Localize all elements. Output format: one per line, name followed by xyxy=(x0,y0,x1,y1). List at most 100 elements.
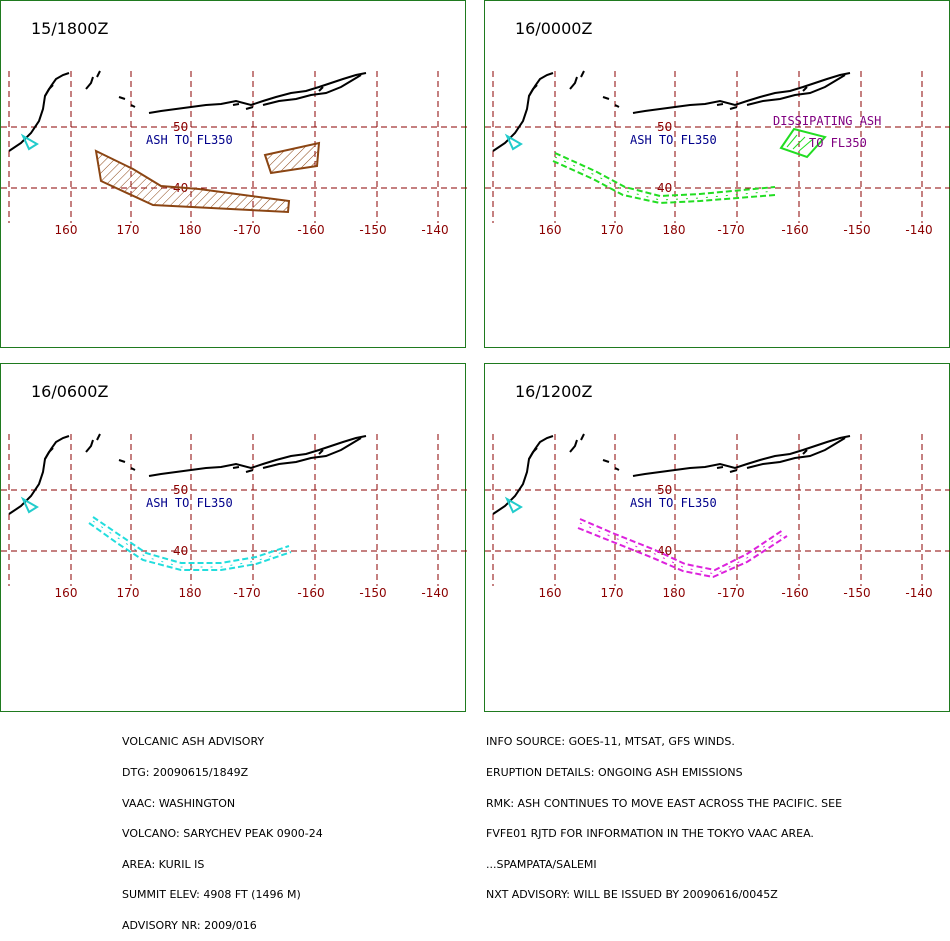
coastline xyxy=(96,70,324,110)
map-panel-3: 50 40 160 170 180 -170 -160 -150 -140 ASH TO FL35… xyxy=(0,363,467,712)
coastline xyxy=(85,76,94,90)
longitude-label: 160 xyxy=(539,223,562,237)
longitude-label: 160 xyxy=(539,586,562,600)
dissipating-ash-area xyxy=(779,127,827,159)
map-panel-4: 50 40 160 170 180 -170 -160 -150 -140 ASH TO FL35… xyxy=(484,363,950,712)
triangle-icon xyxy=(20,496,39,514)
coastline xyxy=(580,433,808,473)
latitude-label-50: 50 xyxy=(657,483,672,497)
longitude-label: -170 xyxy=(717,586,744,600)
ash-area-edge xyxy=(88,522,292,571)
ash-area xyxy=(94,149,291,214)
advisory-line: DTG: 20090615/1849Z xyxy=(122,766,249,779)
longitude-label: -150 xyxy=(359,586,386,600)
longitude-label: -140 xyxy=(905,223,932,237)
panel-time-label: 16/0000Z xyxy=(515,19,593,38)
latitude-label-40: 40 xyxy=(173,544,188,558)
ash-area-hatch xyxy=(92,520,290,568)
advisory-line: AREA: KURIL IS xyxy=(122,857,205,871)
longitude-label: 170 xyxy=(601,586,624,600)
map-canvas-4: 50 40 160 170 180 -170 -160 -150 -140 ASH TO FL35… xyxy=(485,433,950,600)
dissipating-ash-label: DISSIPATING ASH xyxy=(773,114,881,128)
ash-area-edge xyxy=(554,152,776,198)
longitude-label: -140 xyxy=(905,586,932,600)
coastline xyxy=(569,76,578,90)
ash-label: ASH TO FL350 xyxy=(146,496,233,510)
ash-label: ASH TO FL350 xyxy=(146,133,233,147)
latitude-label-40: 40 xyxy=(657,181,672,195)
latitude-label-40: 40 xyxy=(657,544,672,558)
coastline xyxy=(746,74,846,106)
ash-area-edge xyxy=(577,527,788,579)
advisory-line: VOLCANO: SARYCHEV PEAK 0900-24 xyxy=(122,827,323,841)
longitude-label: 180 xyxy=(179,223,202,237)
coastline xyxy=(746,437,846,469)
longitude-label: -150 xyxy=(843,586,870,600)
coastline xyxy=(8,72,70,152)
coastline xyxy=(44,84,54,97)
map-panel-2: 50 40 160 170 180 -170 -160 -150 -140 ASH TO FL35… xyxy=(484,0,950,348)
longitude-label: -170 xyxy=(233,223,260,237)
longitude-label: -140 xyxy=(421,586,448,600)
coastline xyxy=(569,439,578,453)
advisory-line: ...SPAMPATA/SALEMI xyxy=(486,857,597,871)
dissipating-ash-hatch xyxy=(786,134,814,152)
longitude-label: -160 xyxy=(297,586,324,600)
coastline xyxy=(8,435,70,515)
triangle-icon xyxy=(504,496,523,514)
advisory-text-right: INFO SOURCE: GOES-11, MTSAT, GFS WINDS. … xyxy=(486,717,842,911)
panel-time-label: 15/1800Z xyxy=(31,19,109,38)
longitude-label: 180 xyxy=(663,586,686,600)
advisory-line: VOLCANIC ASH ADVISORY xyxy=(122,735,265,749)
advisory-line: FVFE01 RJTD FOR INFORMATION IN THE TOKYO… xyxy=(486,827,814,841)
longitude-label: -170 xyxy=(717,223,744,237)
latitude-label-50: 50 xyxy=(173,483,188,497)
longitude-label: -160 xyxy=(781,586,808,600)
panel-time-label: 16/1200Z xyxy=(515,382,593,401)
ash-area-edge xyxy=(92,516,290,564)
advisory-line: ERUPTION DETAILS: ONGOING ASH EMISSIONS xyxy=(486,766,743,779)
longitude-label: -160 xyxy=(781,223,808,237)
longitude-label: 170 xyxy=(117,223,140,237)
advisory-line: NXT ADVISORY: WILL BE ISSUED BY 20090616… xyxy=(486,888,778,902)
coastline xyxy=(632,435,851,477)
ash-area-edge xyxy=(552,160,776,205)
latitude-label-50: 50 xyxy=(173,120,188,134)
coastline xyxy=(632,72,851,114)
advisory-line: VAAC: WASHINGTON xyxy=(122,796,236,810)
coastline xyxy=(262,74,362,106)
coastline xyxy=(580,70,808,110)
advisory-line: ADVISORY NR: 2009/016 xyxy=(122,918,257,932)
ash-area xyxy=(263,141,321,175)
advisory-line: SUMMIT ELEV: 4908 FT (1496 M) xyxy=(122,888,301,902)
coastline xyxy=(96,433,324,473)
map-canvas-2: 50 40 160 170 180 -170 -160 -150 -140 ASH TO FL35… xyxy=(485,70,950,237)
latitude-label-50: 50 xyxy=(657,120,672,134)
ash-area-hatch xyxy=(579,522,784,575)
ash-label: ASH TO FL350 xyxy=(630,133,717,147)
longitude-label: 160 xyxy=(55,223,78,237)
advisory-line: INFO SOURCE: GOES-11, MTSAT, GFS WINDS. xyxy=(486,735,735,749)
coastline xyxy=(44,447,54,460)
advisory-text-left: VOLCANIC ASH ADVISORY DTG: 20090615/1849… xyxy=(122,717,323,941)
ash-label: ASH TO FL350 xyxy=(630,496,717,510)
panel-time-label: 16/0600Z xyxy=(31,382,109,401)
longitude-label: 180 xyxy=(179,586,202,600)
coastline xyxy=(148,435,367,477)
coastline xyxy=(528,84,538,97)
map-canvas-3: 50 40 160 170 180 -170 -160 -150 -140 ASH TO FL35… xyxy=(1,433,467,600)
longitude-label: 170 xyxy=(601,223,624,237)
coastline xyxy=(492,72,554,152)
advisory-line: RMK: ASH CONTINUES TO MOVE EAST ACROSS T… xyxy=(486,796,843,810)
longitude-label: 170 xyxy=(117,586,140,600)
longitude-label: -150 xyxy=(359,223,386,237)
longitude-label: -160 xyxy=(297,223,324,237)
ash-area-edge xyxy=(579,518,784,572)
coastline xyxy=(492,435,554,515)
coastline xyxy=(528,447,538,460)
coastline xyxy=(85,439,94,453)
triangle-icon xyxy=(20,133,39,151)
triangle-icon xyxy=(504,133,523,151)
